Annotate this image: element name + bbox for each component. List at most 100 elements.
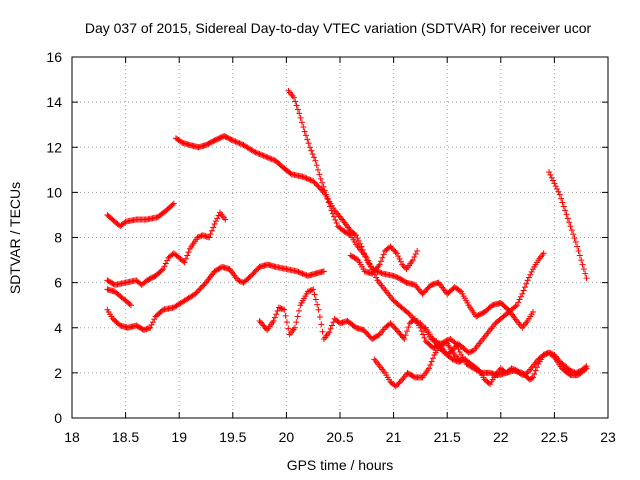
data-point-marker	[468, 348, 475, 355]
data-point-marker	[290, 94, 297, 101]
x-tick-label: 23	[600, 429, 616, 445]
data-point-marker	[414, 248, 421, 255]
data-point-marker	[575, 248, 582, 255]
data-point-marker	[389, 246, 396, 253]
data-point-marker	[373, 274, 380, 281]
data-point-marker	[393, 250, 400, 257]
data-point-marker	[546, 169, 553, 176]
data-point-marker	[236, 140, 243, 147]
data-point-marker	[544, 350, 551, 357]
data-point-marker	[291, 324, 298, 331]
series-track	[104, 209, 229, 288]
data-point-marker	[427, 361, 434, 368]
grid-lines	[72, 57, 608, 418]
data-point-marker	[181, 259, 188, 266]
data-point-marker	[317, 175, 324, 182]
data-point-marker	[239, 279, 246, 286]
data-point-marker	[303, 175, 310, 182]
data-point-marker	[316, 171, 323, 178]
data-point-marker	[540, 250, 547, 257]
data-point-marker	[304, 136, 311, 143]
data-point-marker	[212, 218, 219, 225]
data-point-marker	[194, 234, 201, 241]
data-point-marker	[305, 140, 312, 147]
data-point-marker	[229, 137, 236, 144]
data-point-marker	[380, 251, 387, 258]
x-tick-label: 18	[64, 429, 80, 445]
data-point-marker	[306, 176, 313, 183]
data-point-marker	[365, 257, 372, 264]
data-point-marker	[297, 114, 304, 121]
y-tick-label: 8	[54, 230, 62, 246]
data-point-marker	[531, 371, 538, 378]
data-point-marker	[579, 261, 586, 268]
data-point-marker	[523, 280, 530, 287]
data-point-marker	[397, 377, 404, 384]
data-point-marker	[528, 375, 535, 382]
x-tick-label: 20	[279, 429, 295, 445]
data-point-marker	[572, 239, 579, 246]
y-tick-label: 0	[54, 410, 62, 426]
data-point-marker	[158, 267, 165, 274]
data-point-marker	[237, 140, 244, 147]
data-point-marker	[465, 349, 472, 356]
data-point-marker	[520, 287, 527, 294]
data-point-marker	[315, 166, 322, 173]
data-point-marker	[525, 274, 532, 281]
data-point-marker	[410, 373, 417, 380]
data-point-marker	[332, 216, 339, 223]
x-tick-label: 20.5	[326, 429, 353, 445]
data-point-marker	[578, 257, 585, 264]
data-point-marker	[239, 141, 246, 148]
data-point-marker	[300, 271, 307, 278]
plot-frame	[71, 56, 609, 419]
data-point-marker	[147, 324, 154, 331]
data-point-marker	[292, 98, 299, 105]
data-point-marker	[310, 178, 317, 185]
data-point-marker	[311, 179, 318, 186]
data-point-marker	[550, 352, 557, 359]
data-point-marker	[162, 260, 169, 267]
data-point-marker	[529, 374, 536, 381]
data-point-marker	[512, 303, 519, 310]
data-point-marker	[513, 302, 520, 309]
data-point-marker	[309, 151, 316, 158]
data-point-marker	[252, 149, 259, 156]
data-point-marker	[259, 152, 266, 159]
data-point-marker	[170, 200, 177, 207]
data-point-marker	[367, 263, 374, 270]
data-point-marker	[253, 149, 260, 156]
data-point-marker	[306, 288, 313, 295]
data-point-marker	[558, 195, 565, 202]
data-point-marker	[320, 268, 327, 275]
y-tick-labels: 0 2 4 6 8 10 12 14 16	[46, 49, 62, 426]
data-point-marker	[576, 252, 583, 259]
data-point-marker	[328, 322, 335, 329]
data-point-marker	[192, 290, 199, 297]
data-point-marker	[354, 235, 361, 242]
data-point-marker	[121, 219, 128, 226]
data-point-marker	[160, 266, 167, 273]
data-point-marker	[556, 191, 563, 198]
x-tick-label: 19.5	[219, 429, 246, 445]
data-point-marker	[394, 382, 401, 389]
series-track	[347, 243, 421, 277]
data-point-marker	[255, 150, 262, 157]
data-point-marker	[394, 274, 401, 281]
data-point-marker	[314, 301, 321, 308]
data-point-marker	[315, 306, 322, 313]
data-point-marker	[126, 301, 133, 308]
data-point-marker	[400, 263, 407, 270]
data-point-marker	[389, 322, 396, 329]
data-point-marker	[148, 321, 155, 328]
x-axis-label: GPS time / hours	[287, 457, 394, 473]
data-point-marker	[379, 254, 386, 261]
data-point-marker	[346, 231, 353, 238]
series-track	[104, 261, 327, 334]
data-point-marker	[283, 319, 290, 326]
data-point-marker	[425, 365, 432, 372]
data-point-marker	[442, 338, 449, 345]
data-point-marker	[333, 220, 340, 227]
data-point-marker	[293, 319, 300, 326]
data-point-marker	[563, 211, 570, 218]
